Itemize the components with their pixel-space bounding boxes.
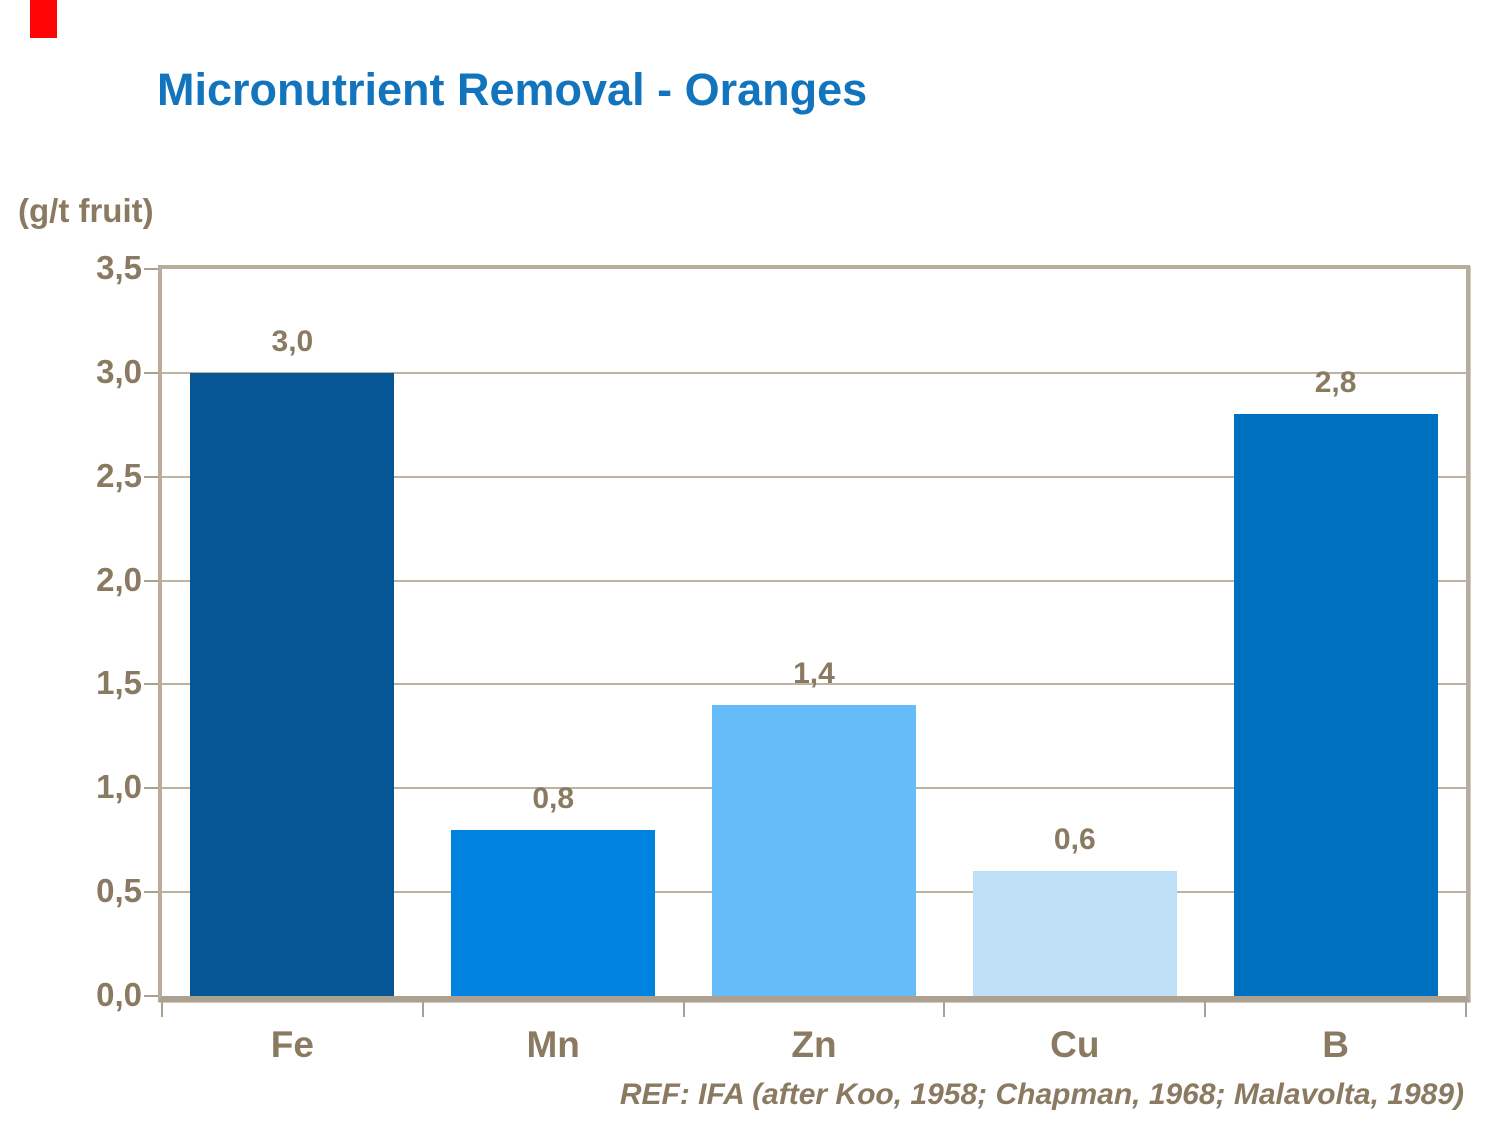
x-category-label: B [1322,1024,1349,1065]
bar-fe [190,372,395,996]
x-category-label: Zn [791,1024,837,1065]
bar-cu [972,871,1177,996]
y-axis-tick [144,891,158,894]
x-axis-tick [421,1002,424,1017]
bar-value-label: 1,4 [793,657,835,691]
x-axis-tick [1465,1002,1467,1017]
y-axis-unit-label: (g/t fruit) [18,192,154,229]
bar-value-label: 0,6 [1053,823,1096,857]
y-axis-tick [144,371,158,374]
x-category-label: Mn [526,1024,580,1065]
y-axis-tick [144,683,158,686]
y-tick-label: 3,5 [96,249,142,286]
reference-note: REF: IFA (after Koo, 1958; Chapman, 1968… [619,1078,1464,1111]
chart-plot-area: 3,0 0,8 1,4 0,6 2,8 [158,265,1470,1002]
y-tick-label: 1,0 [96,768,142,806]
gridline [162,683,1466,686]
y-tick-label: 1,5 [96,664,142,702]
x-category-label: Cu [1050,1024,1100,1065]
y-axis-tick [144,475,158,478]
bar-mn [451,829,656,996]
x-axis-tick [1204,1002,1207,1017]
gridline [162,371,1466,374]
red-corner-mark [30,0,57,38]
y-tick-label: 2,5 [96,456,142,494]
y-axis-tick [144,268,158,270]
y-axis-tick [144,579,158,582]
y-tick-label: 2,0 [96,560,142,598]
y-axis-tick [144,995,158,997]
x-axis-tick [943,1002,946,1017]
bar-b [1233,414,1438,996]
gridline [162,579,1466,582]
x-category-label: Fe [270,1024,314,1065]
x-axis-tick [682,1002,685,1017]
y-tick-label: 3,0 [96,352,142,390]
gridline [162,475,1466,478]
y-tick-label: 0,5 [96,872,142,910]
chart-title: Micronutrient Removal - Oranges [157,64,868,115]
bar-zn [712,705,916,996]
bar-value-label: 2,8 [1314,366,1357,400]
y-tick-label: 0,0 [96,976,142,1013]
bar-value-label: 0,8 [532,781,575,815]
y-axis-tick [144,787,158,790]
bar-value-label: 3,0 [271,324,314,358]
x-axis-tick [161,1002,163,1017]
